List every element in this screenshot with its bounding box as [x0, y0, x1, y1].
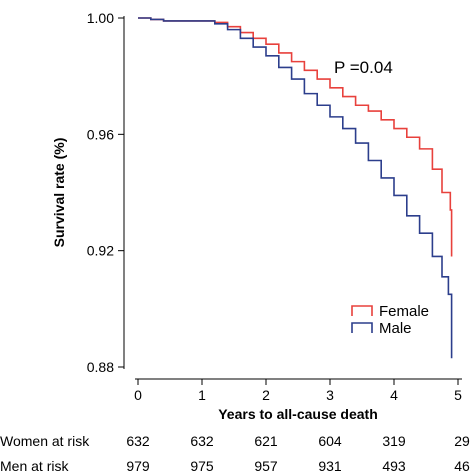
y-tick-label: 0.88 [87, 359, 114, 375]
risk-value: 29 [454, 433, 470, 449]
risk-value: 975 [190, 458, 214, 472]
risk-value: 957 [254, 458, 278, 472]
x-tick-label: 1 [198, 387, 206, 403]
risk-value: 493 [382, 458, 406, 472]
risk-value: 632 [126, 433, 150, 449]
y-ticks: 0.88 0.92 0.96 1.00 [87, 10, 124, 375]
risk-value: 621 [254, 433, 278, 449]
x-axis-title: Years to all-cause death [218, 406, 378, 422]
risk-value: 632 [190, 433, 214, 449]
x-tick-label: 4 [390, 387, 398, 403]
series-layer [138, 17, 453, 359]
x-tick-label: 2 [262, 387, 270, 403]
y-tick-label: 0.92 [87, 243, 114, 259]
x-ticks: 0 1 2 3 4 5 [134, 379, 462, 403]
y-tick-label: 0.96 [87, 126, 114, 142]
legend-swatch-female [351, 305, 373, 316]
risk-value: 931 [318, 458, 342, 472]
x-tick-label: 5 [454, 387, 462, 403]
legend-label-female: Female [379, 303, 429, 320]
risk-value: 319 [382, 433, 406, 449]
risk-row-label: Women at risk [0, 433, 90, 449]
legend-swatch-male [351, 322, 373, 333]
risk-row-label: Men at risk [0, 458, 69, 472]
x-tick-label: 3 [326, 387, 334, 403]
risk-value: 979 [126, 458, 150, 472]
y-axis-title: Survival rate (%) [51, 138, 67, 248]
x-tick-label: 0 [134, 387, 142, 403]
risk-value: 604 [318, 433, 342, 449]
series-line-male [138, 17, 453, 359]
p-value-annotation: P =0.04 [334, 58, 393, 77]
axes: 0.88 0.92 0.96 1.00 0 1 2 3 4 5 [87, 10, 462, 403]
risk-table: Women at risk 632 632 621 604 319 29 Men at ris… [0, 433, 470, 472]
series-line-female [138, 17, 453, 257]
legend-label-male: Male [379, 320, 412, 337]
risk-value: 46 [454, 458, 470, 472]
y-tick-label: 1.00 [87, 10, 114, 26]
